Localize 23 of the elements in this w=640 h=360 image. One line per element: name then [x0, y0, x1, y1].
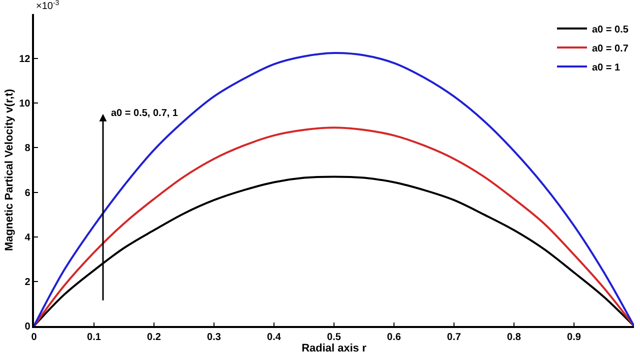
legend-label: a0 = 0.7 — [592, 43, 629, 54]
x-tick-label: 0.3 — [207, 332, 222, 343]
x-axis-title: Radial axis r — [302, 342, 368, 355]
y-tick-label: 2 — [24, 276, 31, 288]
annotation: a0 = 0.5, 0.7, 1 — [111, 108, 178, 119]
y-tick-label: 6 — [24, 188, 31, 199]
y-tick-label: 4 — [24, 232, 31, 244]
y-tick-label: 10 — [19, 98, 31, 110]
x-tick-label: 0.2 — [147, 332, 162, 343]
y-tick-label: 12 — [19, 54, 31, 66]
x-tick-label: 0.7 — [447, 332, 462, 343]
legend-label: a0 = 0.5 — [592, 24, 629, 36]
x-tick-label: 0.5 — [327, 332, 342, 343]
x-tick-label: 0.1 — [87, 332, 102, 343]
x-tick-label: 0.8 — [507, 332, 522, 343]
x-tick-label: 0.4 — [267, 332, 282, 343]
x-tick-label: 0.6 — [387, 332, 402, 343]
y-tick-label: 0 — [24, 322, 31, 332]
y-axis-title: Magnetic Partical Velocity v(r,t) — [3, 88, 16, 252]
x-tick-label: 0.9 — [567, 332, 582, 343]
text: ×10$^{-3}$ — [36, 0, 60, 12]
legend-label: a0 = 1 — [592, 62, 621, 74]
y-tick-label: 8 — [24, 143, 31, 154]
